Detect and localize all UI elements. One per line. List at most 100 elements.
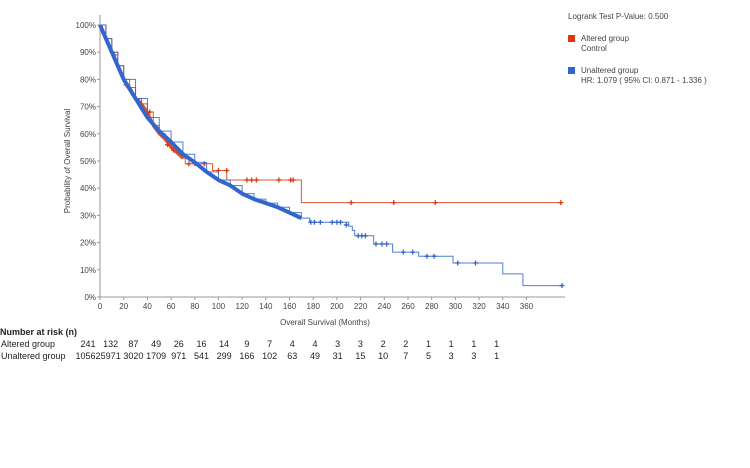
- legend-sublabel: Control: [581, 44, 607, 53]
- x-tick-label: 0: [98, 302, 103, 311]
- risk-count: 4: [312, 339, 318, 349]
- legend-swatch-blue: [568, 67, 575, 74]
- risk-count: 10562: [75, 351, 101, 361]
- x-axis-label: Overall Survival (Months): [280, 318, 370, 327]
- risk-count: 166: [239, 351, 255, 361]
- censor-mark: [317, 219, 323, 225]
- x-tick-label: 280: [425, 302, 439, 311]
- risk-count: 2: [403, 339, 409, 349]
- censor-mark: [558, 200, 564, 206]
- risk-row-altered: Altered group 241 132 87 49 26 16 14 9 7 4 4 3 3 2 2 1 1 1…: [0, 339, 600, 351]
- risk-count: 14: [219, 339, 230, 349]
- risk-count: 5971: [100, 351, 121, 361]
- censor-mark: [290, 177, 296, 183]
- legend-item-altered[interactable]: Altered group Control: [568, 34, 707, 54]
- risk-count: 31: [332, 351, 343, 361]
- dense-censor-band: [98, 24, 184, 160]
- risk-count: 7: [403, 351, 409, 361]
- censor-mark: [410, 249, 416, 255]
- legend-label: Unaltered group: [581, 66, 639, 75]
- censor-mark: [165, 142, 171, 148]
- x-tick-label: 260: [401, 302, 415, 311]
- risk-count: 1709: [146, 351, 167, 361]
- censor-mark: [170, 147, 176, 153]
- x-tick-label: 100: [212, 302, 226, 311]
- censor-mark: [343, 222, 349, 228]
- y-tick-label: 50%: [80, 157, 96, 166]
- risk-count: 1: [448, 339, 454, 349]
- censor-mark: [379, 241, 385, 247]
- risk-count: 1: [494, 339, 500, 349]
- legend-swatch-red: [568, 35, 575, 42]
- legend-item-unaltered[interactable]: Unaltered group HR: 1.079 ( 95% CI: 0.871…: [568, 66, 707, 86]
- dense-censor-band: [98, 24, 303, 220]
- y-axis-label: Probability of Overall Survival: [63, 109, 72, 214]
- x-tick-label: 360: [520, 302, 534, 311]
- x-tick-label: 40: [143, 302, 152, 311]
- risk-count: 5: [425, 351, 431, 361]
- y-tick-label: 40%: [80, 184, 96, 193]
- censor-mark: [147, 109, 153, 115]
- censor-mark: [559, 283, 565, 289]
- censor-mark: [224, 168, 230, 174]
- risk-count: 3: [335, 339, 341, 349]
- risk-row-label: Unaltered group: [1, 351, 66, 361]
- censor-mark: [431, 253, 437, 259]
- risk-count: 102: [262, 351, 278, 361]
- x-tick-label: 160: [283, 302, 297, 311]
- risk-count: 63: [287, 351, 298, 361]
- censor-mark: [311, 219, 317, 225]
- km-plot: 0% 10% 20% 30% 40% 50% 60% 70% 80% 90% 100% 0 20 40 60…: [63, 15, 565, 327]
- y-tick-label: 10%: [80, 266, 96, 275]
- risk-count: 3020: [123, 351, 144, 361]
- censor-mark: [362, 233, 368, 239]
- y-tick-label: 20%: [80, 239, 96, 248]
- x-tick-label: 340: [496, 302, 510, 311]
- risk-count: 15: [355, 351, 366, 361]
- x-tick-label: 220: [354, 302, 368, 311]
- x-tick-label: 60: [167, 302, 176, 311]
- risk-count: 1: [425, 339, 431, 349]
- censor-mark: [400, 249, 406, 255]
- survival-curve-altered: [100, 24, 562, 204]
- risk-count: 49: [309, 351, 320, 361]
- censor-mark: [473, 260, 479, 266]
- censor-mark: [455, 260, 461, 266]
- risk-count: 10: [378, 351, 389, 361]
- risk-count: 971: [171, 351, 187, 361]
- censor-mark: [337, 219, 343, 225]
- x-tick-label: 140: [259, 302, 273, 311]
- censor-mark: [391, 200, 397, 206]
- x-tick-label: 300: [449, 302, 463, 311]
- risk-count: 1: [471, 339, 477, 349]
- x-tick-label: 180: [307, 302, 321, 311]
- risk-count: 16: [196, 339, 207, 349]
- censor-mark: [424, 253, 430, 259]
- censor-mark: [186, 161, 192, 167]
- x-tick-label: 240: [378, 302, 392, 311]
- y-tick-label: 70%: [80, 103, 96, 112]
- survival-curve-unaltered: [100, 24, 562, 287]
- y-tick-label: 60%: [80, 130, 96, 139]
- risk-table-title: Number at risk (n): [0, 327, 78, 337]
- x-tick-label: 200: [330, 302, 344, 311]
- y-tick-label: 0%: [84, 293, 96, 302]
- risk-count: 4: [289, 339, 295, 349]
- censor-mark: [244, 177, 250, 183]
- censor-mark: [253, 177, 259, 183]
- censor-mark: [276, 177, 282, 183]
- y-tick-label: 80%: [80, 75, 96, 84]
- risk-count: 87: [128, 339, 139, 349]
- risk-table: Number at risk (n) Altered group 2 4 1 132 87…: [0, 327, 600, 363]
- pvalue-text: Logrank Test P-Value: 0.500: [568, 12, 669, 21]
- risk-row-unaltered: Unaltered group 10562 5971 3020 1709 971 541 29…: [0, 351, 600, 363]
- risk-count: 1: [494, 351, 500, 361]
- risk-count: 49: [151, 339, 162, 349]
- risk-count: 132: [103, 339, 119, 349]
- censor-mark: [249, 177, 255, 183]
- risk-count: 299: [216, 351, 232, 361]
- risk-count: 541: [193, 351, 210, 361]
- y-tick-label: 90%: [80, 48, 96, 57]
- x-tick-label: 120: [235, 302, 249, 311]
- risk-row-label: Altered group: [1, 339, 56, 349]
